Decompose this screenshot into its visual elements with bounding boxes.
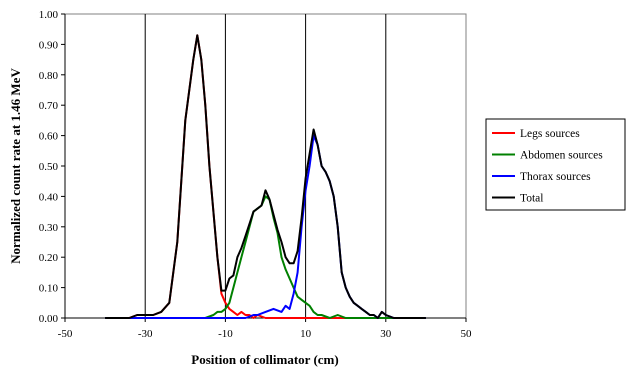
series-lines xyxy=(105,34,426,319)
legend-label-thorax-sources: Thorax sources xyxy=(520,171,591,183)
x-axis: -50 -30 -10 10 30 50 xyxy=(58,317,473,340)
y-tick-label: 0.50 xyxy=(39,161,59,173)
y-tick-label: 0.10 xyxy=(39,283,59,295)
y-tick-label: 0.90 xyxy=(39,39,59,51)
y-tick-label: 0.30 xyxy=(39,222,59,234)
y-tick-label: 1.00 xyxy=(39,9,59,21)
series-line-total xyxy=(105,34,426,319)
gridlines xyxy=(144,14,387,318)
x-axis-title: Position of collimator (cm) xyxy=(191,352,338,367)
x-tick-label: 30 xyxy=(380,328,392,340)
y-axis-title: Normalized count rate at 1.46 MeV xyxy=(8,68,23,264)
x-tick-label: -30 xyxy=(138,328,153,340)
legend-label-abdomen-sources: Abdomen sources xyxy=(520,150,603,162)
x-tick-label: -10 xyxy=(218,328,233,340)
legend: Legs sources Abdomen sources Thorax source… xyxy=(485,118,626,211)
legend-box xyxy=(485,118,626,211)
y-axis: 0.00 0.10 0.20 0.30 0.40 0.50 0.60 0.70 0.80 0.90… xyxy=(39,9,66,325)
legend-label-legs-sources: Legs sources xyxy=(520,128,580,140)
y-tick-label: 0.00 xyxy=(39,313,59,325)
x-tick-label: 10 xyxy=(300,328,312,340)
plot-area xyxy=(64,13,467,319)
y-tick-label: 0.70 xyxy=(39,100,59,112)
x-tick-label: -50 xyxy=(58,328,73,340)
y-tick-label: 0.20 xyxy=(39,252,59,264)
legend-label-total: Total xyxy=(520,193,543,205)
y-tick-label: 0.60 xyxy=(39,131,59,143)
y-tick-label: 0.80 xyxy=(39,70,59,82)
x-tick-label: 50 xyxy=(461,328,473,340)
y-tick-label: 0.40 xyxy=(39,191,59,203)
